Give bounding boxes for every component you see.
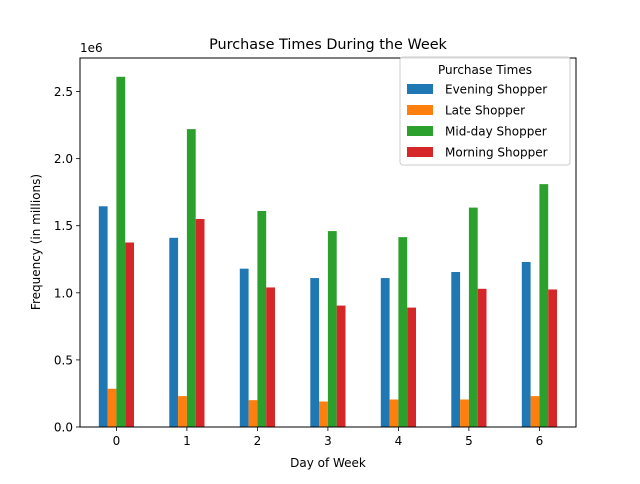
y-tick-label: 2.0: [54, 152, 73, 166]
legend-swatch: [407, 126, 433, 136]
x-tick-label: 1: [183, 434, 191, 448]
bar-evening-shopper-2: [239, 268, 249, 427]
bar-mid-day-shopper-5: [468, 207, 478, 427]
bar-morning-shopper-4: [407, 307, 416, 427]
y-tick-label: 1.0: [54, 286, 73, 300]
legend-entry-label: Morning Shopper: [445, 146, 548, 160]
bar-mid-day-shopper-3: [327, 231, 337, 427]
bar-morning-shopper-6: [548, 289, 557, 427]
bar-late-shopper-3: [319, 401, 328, 427]
bar-mid-day-shopper-4: [398, 237, 408, 427]
y-tick-label: 0.5: [54, 353, 73, 367]
legend-swatch: [407, 105, 433, 115]
legend-entry-label: Mid-day Shopper: [445, 125, 547, 139]
legend-swatch: [407, 84, 433, 94]
bar-mid-day-shopper-0: [116, 76, 126, 427]
legend: Purchase Times Evening Shopper Late Shoppe…: [399, 56, 571, 166]
y-axis-label: Frequency (in millions): [29, 174, 43, 310]
legend-entry-label: Late Shopper: [445, 104, 525, 118]
legend-swatch: [407, 147, 433, 157]
bar-morning-shopper-1: [195, 219, 205, 427]
x-axis-label: Day of Week: [290, 456, 366, 470]
bar-morning-shopper-0: [125, 242, 134, 427]
bar-late-shopper-0: [107, 388, 117, 427]
bar-evening-shopper-0: [98, 206, 108, 427]
y-offset-label: 1e6: [80, 41, 103, 55]
bars-layer: [98, 76, 557, 427]
x-tick-label: 0: [113, 434, 121, 448]
legend-entry-label: Evening Shopper: [445, 83, 547, 97]
bar-late-shopper-4: [389, 399, 399, 427]
bar-evening-shopper-6: [521, 261, 531, 427]
x-tick-label: 3: [324, 434, 332, 448]
y-tick-label: 1.5: [54, 219, 73, 233]
bar-morning-shopper-2: [266, 287, 275, 427]
bar-late-shopper-5: [460, 399, 469, 427]
bar-evening-shopper-3: [310, 278, 320, 427]
x-tick-label: 6: [536, 434, 544, 448]
bar-late-shopper-1: [178, 396, 187, 427]
bar-evening-shopper-1: [169, 237, 179, 427]
legend-box: [399, 56, 571, 166]
bar-evening-shopper-5: [451, 272, 461, 427]
bar-mid-day-shopper-1: [186, 129, 196, 427]
x-tick-label: 2: [254, 434, 262, 448]
axes-layer: 0 1 2 3 4 5 6 0.0 0.5 1.0 1.5 2.0 2.5: [54, 57, 577, 448]
bar-evening-shopper-4: [380, 278, 390, 427]
bar-mid-day-shopper-6: [539, 184, 549, 427]
y-tick-label: 0.0: [54, 421, 73, 435]
legend-title: Purchase Times: [438, 63, 532, 77]
bar-morning-shopper-3: [336, 305, 346, 427]
bar-late-shopper-6: [530, 396, 540, 427]
x-tick-label: 5: [465, 434, 473, 448]
y-tick-label: 2.5: [54, 85, 73, 99]
bar-morning-shopper-5: [477, 288, 487, 427]
bar-late-shopper-2: [248, 400, 258, 427]
bar-mid-day-shopper-2: [257, 210, 267, 427]
x-tick-label: 4: [395, 434, 403, 448]
chart-title: Purchase Times During the Week: [209, 37, 447, 53]
